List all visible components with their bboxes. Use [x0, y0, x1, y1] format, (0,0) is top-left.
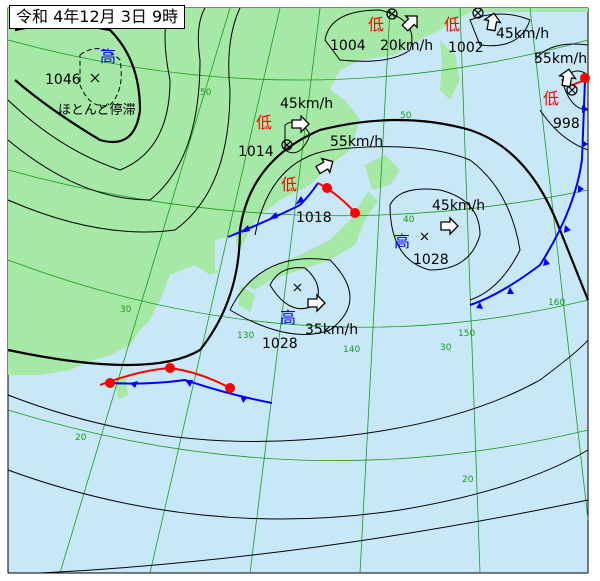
- lon-label: 160: [548, 298, 565, 308]
- lat-label: 50: [200, 88, 212, 98]
- center-circle-x-icon: [386, 8, 398, 20]
- low-symbol: 低: [256, 113, 272, 132]
- lat-label: 20: [462, 475, 474, 485]
- arrow-icon: [291, 114, 310, 134]
- front-symbols: [105, 73, 590, 403]
- center-circle-x-icon: [281, 139, 293, 151]
- kyushu-land: [238, 285, 255, 312]
- low-symbol: 低: [543, 89, 559, 108]
- low-symbol: 低: [444, 15, 460, 34]
- pressure-label: 998: [553, 116, 580, 132]
- speed-label: 35km/h: [305, 322, 358, 338]
- pressure-label: 1028: [413, 252, 449, 268]
- lat-label: 50: [400, 111, 412, 121]
- pressure-label: 1046: [45, 72, 81, 88]
- lon-label: 150: [458, 329, 475, 339]
- arrow-icon: [483, 12, 502, 32]
- movement-note: ほとんど停滞: [58, 102, 136, 118]
- lat-label: 30: [440, 343, 452, 353]
- center-x-icon: [293, 283, 302, 292]
- pressure-systems: 高 1046 ほとんど停滞 低 1014 45km/h 低 1018 55km/…: [45, 15, 587, 352]
- continent-land: [8, 8, 588, 375]
- movement-arrows: [291, 12, 577, 313]
- lat-label: 20: [75, 433, 87, 443]
- lon-label: 130: [237, 331, 254, 341]
- center-marks: [90, 7, 578, 292]
- center-circle-x-icon: [566, 84, 578, 96]
- map-title: 令和 4年12月 3日 9時: [9, 5, 186, 29]
- center-circle-x-icon: [472, 7, 484, 19]
- pressure-label: 1028: [262, 336, 298, 352]
- high-symbol: 高: [280, 308, 296, 327]
- low-symbol: 低: [281, 175, 297, 194]
- lat-label: 30: [120, 305, 132, 315]
- sakhalin-land: [440, 40, 460, 100]
- high-symbol: 高: [100, 47, 116, 66]
- arrow-icon: [440, 216, 459, 236]
- center-x-icon: [420, 232, 429, 241]
- arrow-icon: [307, 293, 326, 313]
- arrow-icon: [558, 68, 577, 88]
- speed-label: 45km/h: [280, 96, 333, 112]
- hokkaido-land: [365, 155, 400, 190]
- low-symbol: 低: [368, 15, 384, 34]
- speed-label: 45km/h: [432, 198, 485, 214]
- arrow-icon: [401, 15, 418, 32]
- honshu-land: [245, 192, 378, 290]
- arrow-icon: [315, 157, 334, 175]
- speed-label: 45km/h: [496, 26, 549, 42]
- pressure-label: 1002: [448, 40, 484, 56]
- speed-label: 20km/h: [380, 38, 433, 54]
- pressure-label: 1014: [238, 144, 274, 160]
- pressure-label: 1004: [330, 38, 366, 54]
- speed-label: 55km/h: [330, 134, 383, 150]
- lat-lon-grid: [7, 7, 589, 574]
- center-x-icon: [90, 73, 100, 83]
- taiwan-land: [115, 375, 128, 400]
- speed-label: 55km/h: [534, 51, 587, 67]
- high-symbol: 高: [394, 232, 410, 251]
- lat-label: 40: [403, 215, 415, 225]
- pressure-label: 1018: [296, 210, 332, 226]
- lon-label: 140: [343, 345, 360, 355]
